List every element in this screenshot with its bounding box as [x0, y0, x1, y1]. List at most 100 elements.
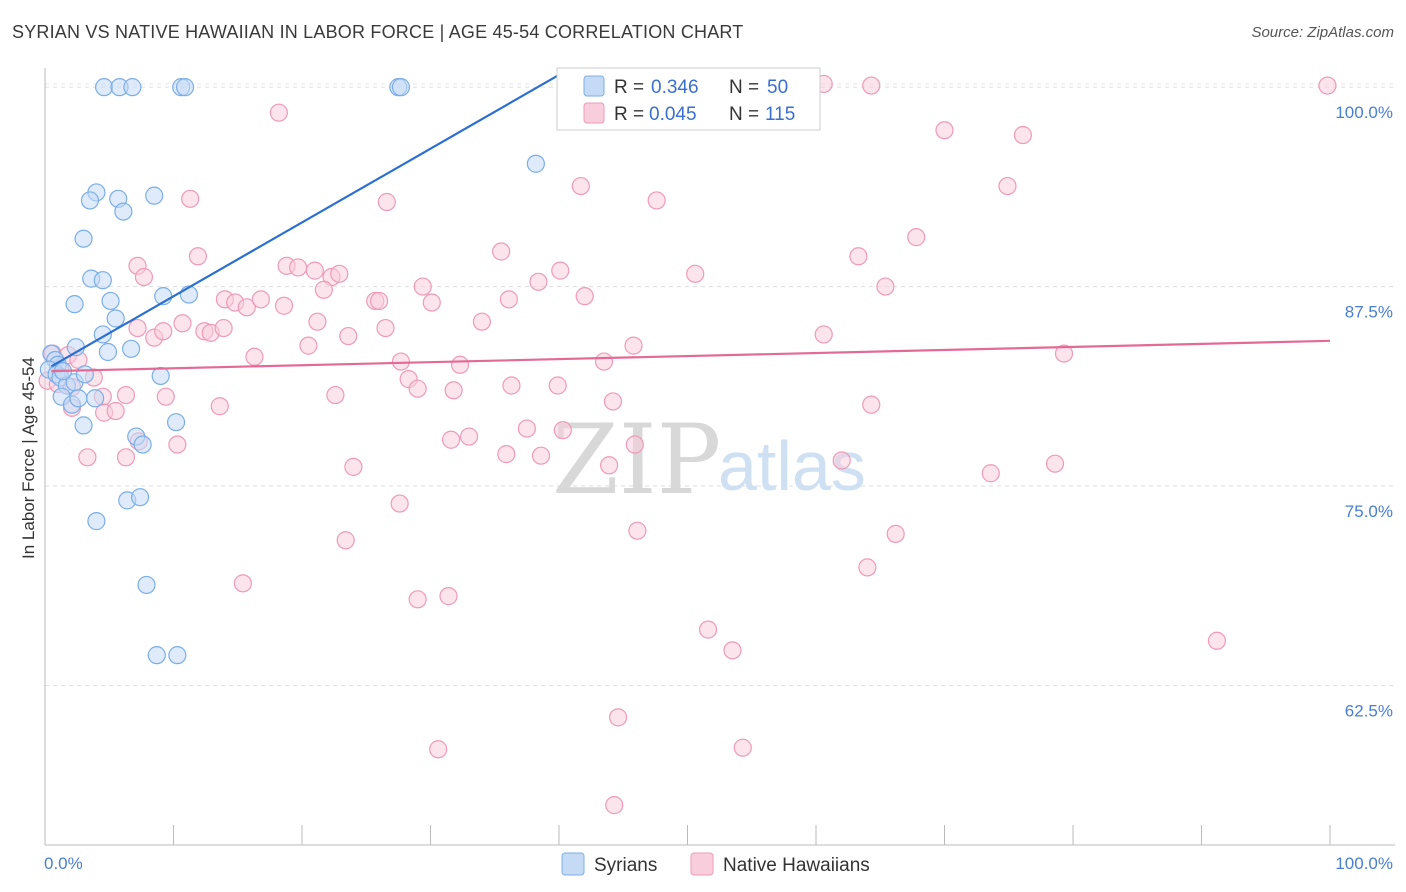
data-point: [723, 641, 742, 660]
data-point: [65, 295, 84, 314]
data-point: [274, 296, 294, 315]
data-point: [133, 435, 152, 454]
bottom-legend-syrians: Syrians: [594, 855, 657, 876]
data-point: [121, 339, 141, 358]
data-point: [214, 318, 233, 338]
data-point: [529, 272, 548, 291]
data-point: [86, 389, 105, 408]
data-point: [289, 258, 308, 277]
watermark-zip: ZIP: [552, 404, 721, 516]
data-point: [326, 385, 345, 405]
trend-lines: [50, 70, 1331, 373]
data-point: [116, 448, 136, 467]
data-point: [628, 521, 647, 540]
y-tick-label: 62.5%: [1345, 701, 1393, 720]
data-point: [130, 488, 150, 507]
data-point: [370, 291, 389, 311]
data-point: [832, 451, 851, 470]
data-point: [336, 531, 355, 550]
data-point: [408, 590, 427, 609]
data-point: [137, 575, 156, 595]
data-point: [429, 740, 448, 759]
data-point: [391, 352, 411, 371]
data-point: [1054, 344, 1074, 363]
data-point: [497, 445, 516, 464]
chart-source: Source: ZipAtlas.com: [1251, 24, 1394, 41]
data-point: [147, 646, 166, 665]
data-point: [459, 427, 479, 446]
data-point: [314, 280, 333, 299]
data-point: [858, 558, 877, 577]
data-point: [698, 620, 718, 639]
data-point: [106, 309, 125, 328]
data-point: [128, 318, 147, 338]
data-point: [233, 574, 252, 593]
data-point: [647, 191, 666, 210]
data-point: [299, 336, 318, 355]
data-point: [862, 76, 881, 95]
legend-r-label-1: R =: [614, 77, 644, 98]
bottom-legend-native-hawaiians: Native Hawaiians: [723, 855, 870, 876]
data-point: [87, 512, 106, 531]
data-point: [173, 314, 192, 333]
data-point: [472, 312, 491, 331]
data-point: [114, 202, 133, 221]
x-tick-label-min: 0.0%: [44, 854, 83, 873]
legend-swatch-native-hawaiians: [583, 102, 605, 124]
legend-r-label-2: R =: [614, 104, 644, 125]
data-point: [95, 78, 114, 97]
data-point: [123, 78, 142, 97]
data-point: [269, 103, 288, 122]
data-point: [101, 291, 120, 311]
data-point: [526, 154, 545, 173]
data-point: [308, 312, 327, 331]
data-point: [575, 287, 594, 306]
trend-line-syrians: [50, 70, 566, 368]
data-point: [408, 379, 427, 398]
y-tick-label: 100.0%: [1335, 103, 1393, 122]
data-point: [998, 176, 1017, 196]
legend-r-value-1: 0.346: [651, 77, 699, 98]
data-point: [548, 376, 567, 395]
grid-lines: [45, 83, 1395, 686]
data-point: [862, 395, 881, 414]
chart-title: SYRIAN VS NATIVE HAWAIIAN IN LABOR FORCE…: [12, 22, 744, 42]
data-point: [168, 435, 187, 454]
data-point: [175, 78, 195, 97]
data-point: [390, 494, 409, 513]
data-point: [75, 365, 94, 384]
data-point: [1207, 631, 1227, 650]
data-point: [733, 738, 752, 757]
bottom-legend: Syrians Native Hawaiians: [561, 852, 870, 876]
legend-box: R = 0.346 N = 50 R = 0.045 N = 115: [556, 67, 821, 131]
data-point: [74, 229, 93, 248]
legend-n-label-1: N =: [729, 77, 759, 98]
data-point: [551, 261, 570, 280]
data-point: [237, 298, 256, 317]
data-point: [422, 293, 441, 312]
data-point: [74, 416, 93, 435]
data-point: [441, 430, 461, 449]
data-point: [376, 318, 395, 338]
data-point: [444, 381, 463, 400]
y-tick-label: 75.0%: [1345, 502, 1393, 521]
data-point: [80, 191, 100, 210]
data-point: [156, 387, 175, 406]
data-point: [571, 176, 590, 196]
data-point: [605, 796, 624, 815]
data-point: [624, 336, 643, 355]
data-point: [686, 264, 705, 283]
data-point: [151, 366, 170, 386]
series-syrians: [39, 78, 545, 665]
data-point: [168, 646, 187, 665]
legend-swatch-syrians: [583, 75, 605, 97]
data-point: [531, 446, 551, 465]
data-point: [603, 392, 623, 411]
data-point: [814, 325, 833, 344]
data-point: [1318, 76, 1337, 95]
data-point: [305, 261, 324, 280]
data-point: [502, 376, 521, 395]
data-point: [181, 189, 200, 208]
data-point: [439, 587, 458, 606]
